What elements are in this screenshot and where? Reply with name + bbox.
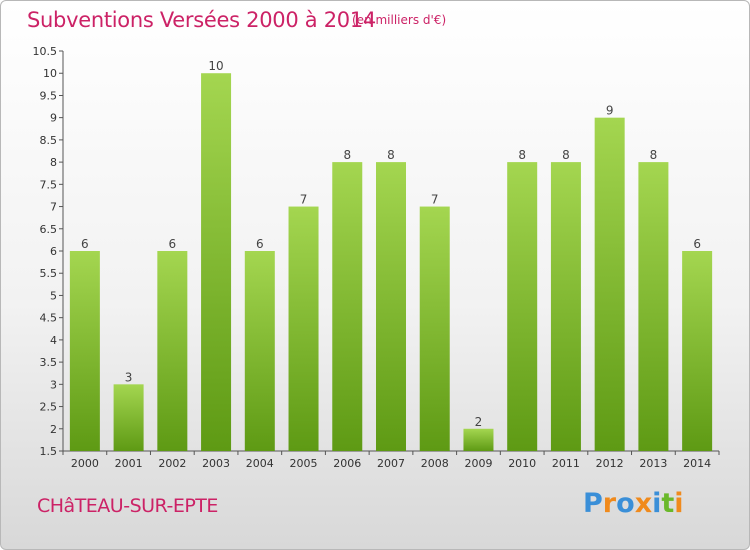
x-tick-label: 2008 bbox=[421, 457, 449, 470]
y-tick-label: 6 bbox=[50, 245, 57, 258]
city-name: CHâTEAU-SUR-EPTE bbox=[37, 495, 218, 517]
x-tick-label: 2014 bbox=[683, 457, 711, 470]
bar-2009 bbox=[463, 428, 494, 451]
logo-letter: i bbox=[674, 488, 684, 519]
logo-letter: x bbox=[634, 488, 653, 519]
value-label: 10 bbox=[208, 59, 223, 73]
bar-2008 bbox=[419, 206, 450, 451]
chart-value-labels: 6 3 6 10 6 7 8 8 7 2 8 8 9 8 6 bbox=[81, 59, 701, 429]
x-tick-label: 2001 bbox=[115, 457, 143, 470]
value-label: 7 bbox=[300, 193, 308, 207]
y-tick-label: 8 bbox=[50, 156, 57, 169]
value-label: 6 bbox=[169, 237, 177, 251]
x-tick-label: 2006 bbox=[333, 457, 361, 470]
y-tick-label: 1.5 bbox=[40, 445, 58, 458]
bar-2006 bbox=[332, 162, 363, 451]
value-label: 8 bbox=[650, 148, 658, 162]
value-label: 7 bbox=[431, 193, 439, 207]
logo-letter: o bbox=[616, 488, 635, 519]
bar-2011 bbox=[550, 162, 581, 451]
y-tick-label: 7.5 bbox=[40, 178, 58, 191]
value-label: 6 bbox=[256, 237, 264, 251]
value-label: 9 bbox=[606, 104, 614, 118]
bar-2004 bbox=[244, 251, 275, 451]
logo-letter: i bbox=[652, 488, 662, 519]
y-tick-label: 3.5 bbox=[40, 356, 58, 369]
y-tick-label: 9.5 bbox=[40, 89, 58, 102]
bar-2000 bbox=[69, 251, 100, 451]
x-tick-label: 2011 bbox=[552, 457, 580, 470]
bar-2005 bbox=[288, 206, 319, 451]
y-tick-label: 2 bbox=[50, 423, 57, 436]
x-tick-label: 2004 bbox=[246, 457, 274, 470]
x-tick-label: 2009 bbox=[464, 457, 492, 470]
y-tick-label: 6.5 bbox=[40, 223, 58, 236]
value-label: 6 bbox=[693, 237, 701, 251]
value-label: 8 bbox=[387, 148, 395, 162]
proxiti-logo[interactable]: Proxiti bbox=[583, 488, 684, 519]
logo-letter: t bbox=[661, 488, 675, 519]
x-tick-label: 2002 bbox=[158, 457, 186, 470]
y-tick-label: 8.5 bbox=[40, 134, 58, 147]
bar-2001 bbox=[113, 384, 144, 451]
x-tick-label: 2007 bbox=[377, 457, 405, 470]
bar-2010 bbox=[507, 162, 538, 451]
bar-2003 bbox=[201, 73, 232, 451]
y-tick-label: 4.5 bbox=[40, 312, 58, 325]
y-tick-label: 7 bbox=[50, 201, 57, 214]
value-label: 8 bbox=[518, 148, 526, 162]
x-tick-label: 2005 bbox=[290, 457, 318, 470]
x-tick-label: 2003 bbox=[202, 457, 230, 470]
bar-2014 bbox=[682, 251, 713, 451]
chart-subtitle: (en milliers d'€) bbox=[352, 13, 447, 27]
y-tick-label: 5 bbox=[50, 289, 57, 302]
value-label: 6 bbox=[81, 237, 89, 251]
y-tick-label: 9 bbox=[50, 112, 57, 125]
x-tick-label: 2012 bbox=[596, 457, 624, 470]
x-tick-label: 2000 bbox=[71, 457, 99, 470]
bar-2002 bbox=[157, 251, 188, 451]
value-label: 8 bbox=[562, 148, 570, 162]
y-tick-label: 5.5 bbox=[40, 267, 58, 280]
y-tick-label: 4 bbox=[50, 334, 57, 347]
value-label: 2 bbox=[475, 415, 483, 429]
chart-axes: 1.5 2 2.5 3 3.5 4 4.5 5 5.5 6 6.5 7 7.5 8 8.5 9 9.5 10 10.… bbox=[33, 45, 720, 470]
bar-2013 bbox=[638, 162, 669, 451]
value-label: 8 bbox=[343, 148, 351, 162]
y-tick-label: 2.5 bbox=[40, 401, 58, 414]
y-tick-label: 3 bbox=[50, 378, 57, 391]
y-tick-label: 10.5 bbox=[33, 45, 58, 58]
logo-letter: r bbox=[602, 488, 617, 519]
chart-title: Subventions Versées 2000 à 2014 bbox=[27, 8, 376, 32]
logo-letter: P bbox=[583, 488, 603, 519]
value-label: 3 bbox=[125, 370, 133, 384]
chart-bars bbox=[69, 73, 713, 452]
bar-2012 bbox=[594, 117, 625, 452]
y-tick-label: 10 bbox=[43, 67, 57, 80]
bar-2007 bbox=[376, 162, 406, 451]
x-tick-label: 2013 bbox=[639, 457, 667, 470]
x-tick-label: 2010 bbox=[508, 457, 536, 470]
